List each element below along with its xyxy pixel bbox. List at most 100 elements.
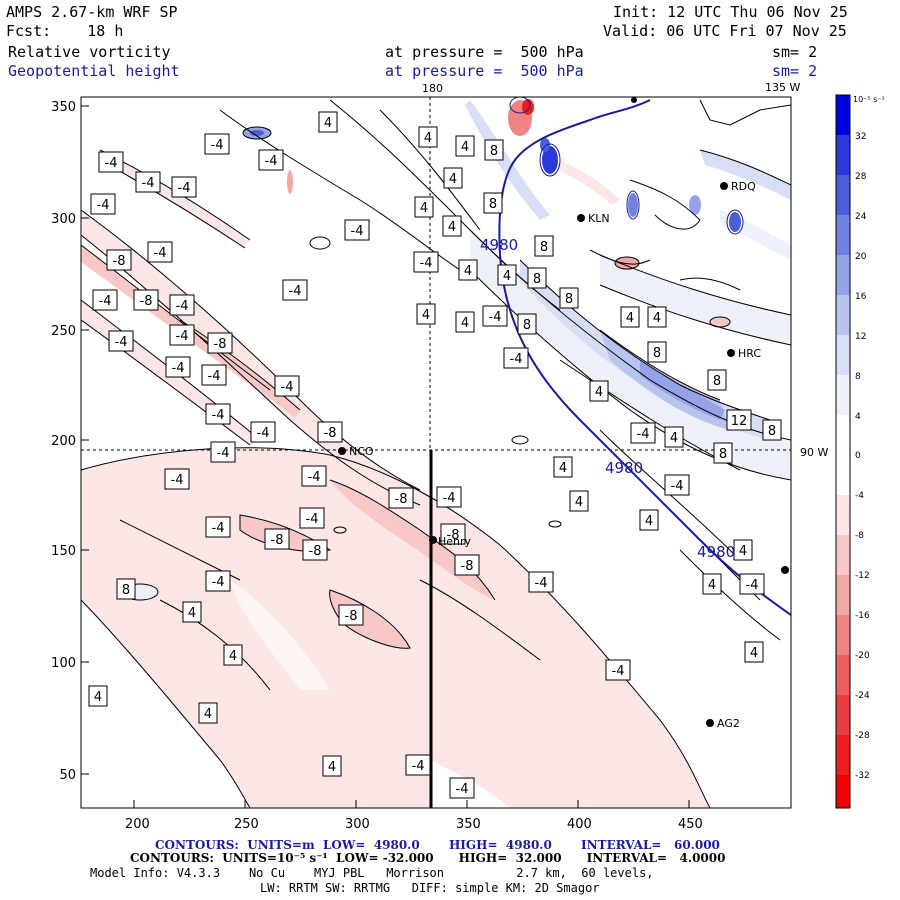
contour-label: -4 [210,441,236,463]
svg-text:-4: -4 [281,380,294,395]
svg-text:-8: -8 [855,531,864,541]
svg-text:4: 4 [645,514,653,529]
svg-text:-4: -4 [306,512,319,527]
svg-text:-4: -4 [289,284,302,299]
svg-text:4: 4 [448,220,456,235]
contour-label: -8 [317,421,343,443]
svg-text:-4: -4 [211,138,224,153]
height-label: 4980 [480,236,518,254]
svg-text:4: 4 [559,461,567,476]
color-scale-ticks: 32 28 24 20 16 12 8 4 0 -4 -8 -12 -16 -2… [855,132,870,781]
svg-text:-8: -8 [461,559,474,574]
height-labels: 4980 4980 4980 [480,236,735,561]
svg-text:-4: -4 [178,181,191,196]
contour-label: -4 [405,754,431,776]
svg-text:-4: -4 [217,446,230,461]
contour-label: 4 [198,702,218,724]
svg-text:4: 4 [461,140,469,155]
contour-label: -8 [133,289,159,311]
svg-text:4: 4 [653,311,661,326]
svg-text:-8: -8 [271,533,284,548]
color-scale-bar [835,94,851,809]
svg-text:-4: -4 [308,470,321,485]
svg-text:4: 4 [464,264,472,279]
contour-label: 8 [647,341,667,363]
svg-text:4: 4 [626,311,634,326]
contour-label: 4 [702,573,722,595]
contour-label: 4 [589,380,609,402]
svg-text:28: 28 [855,172,867,182]
contour-label: 4 [458,259,478,281]
svg-text:-4: -4 [176,329,189,344]
contour-label: 8 [534,235,554,257]
contour-label: 4 [322,755,342,777]
contour-label: -8 [440,523,466,545]
y-tick-label: 300 [51,212,76,227]
svg-text:4: 4 [422,308,430,323]
contour-label: -4 [503,347,529,369]
svg-text:4: 4 [575,495,583,510]
y-tick-label: 150 [51,544,76,559]
contour-label: -4 [205,570,231,592]
station-marker: RDQ [720,180,756,193]
svg-text:-8: -8 [309,544,322,559]
contour-label: 4 [497,264,517,286]
contour-label: 4 [664,426,684,448]
svg-text:4: 4 [670,431,678,446]
contour-label: 4 [744,641,764,663]
contour-label: -8 [454,554,480,576]
init-time: Init: 12 UTC Thu 06 Nov 25 [613,3,848,21]
contour-label: 4 [455,135,475,157]
contour-label: 4 [553,456,573,478]
contour-label: -8 [207,332,233,354]
x-tick-label: 400 [567,817,592,832]
contour-label: 4 [569,490,589,512]
svg-text:-8: -8 [447,528,460,543]
y-axis-labels: 350 300 250 200 150 100 50 [51,100,76,783]
contour-label: -8 [302,539,328,561]
x-tick-label: 200 [125,817,150,832]
svg-text:-4: -4 [456,782,469,797]
contour-label: 4 [620,306,640,328]
contour-label: 4 [414,196,434,218]
x-tick-label: 300 [345,817,370,832]
svg-text:-4: -4 [265,154,278,169]
svg-text:-4: -4 [212,408,225,423]
svg-text:-4: -4 [172,361,185,376]
contour-label: 8 [707,369,727,391]
contour-label: -4 [171,176,197,198]
contour-label: 4 [455,311,475,333]
svg-text:8: 8 [540,240,548,255]
svg-text:24: 24 [855,212,867,222]
contour-label: -4 [482,305,508,327]
svg-text:4: 4 [595,385,603,400]
contour-label: 4 [416,303,436,325]
y-tick-label: 200 [51,434,76,449]
forecast-hour: Fcst: 18 h [6,22,124,40]
y-tick-label: 250 [51,324,76,339]
contour-label: -4 [299,507,325,529]
svg-text:-4: -4 [535,576,548,591]
contour-label: -4 [301,465,327,487]
svg-text:4: 4 [503,269,511,284]
filled-contours [81,99,791,808]
contour-label: 8 [517,313,537,335]
svg-text:-4: -4 [154,246,167,261]
svg-text:8: 8 [490,144,498,159]
contour-label: 4 [88,685,108,707]
contour-label: 8 [483,192,503,214]
station-marker: NCO [338,445,374,458]
svg-text:-32: -32 [855,771,870,781]
longitude-label-90w: 90 W [800,446,828,459]
contour-label: -4 [90,193,116,215]
station-marker: AG2 [706,717,740,730]
svg-text:-4: -4 [171,473,184,488]
contour-label: -8 [338,604,364,626]
svg-text:-8: -8 [345,609,358,624]
svg-text:4: 4 [739,544,747,559]
svg-text:KLN: KLN [588,212,610,225]
svg-text:-4: -4 [510,352,523,367]
contour-label: -4 [250,421,276,443]
contour-labels: 4 -4 -4 -4 -4 -4 -4 4 4 8 4 4 4 8 -4 -4 … [88,111,782,799]
svg-text:8: 8 [719,447,727,462]
